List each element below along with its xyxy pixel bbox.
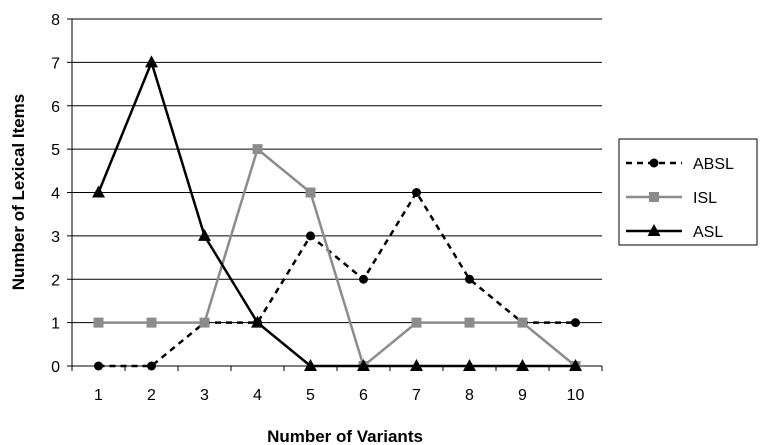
data-point-isl — [252, 144, 263, 155]
data-point-absl — [359, 274, 368, 284]
data-point-isl — [464, 317, 475, 328]
data-point-absl — [147, 361, 156, 371]
data-point-asl — [198, 228, 211, 241]
y-tick-label: 6 — [51, 99, 60, 116]
series-line-asl — [97, 58, 576, 368]
data-point-isl — [411, 317, 422, 328]
y-tick-label: 0 — [51, 359, 60, 376]
x-tick-label: 10 — [567, 387, 585, 404]
x-tick-label: 2 — [147, 387, 156, 404]
x-tick-label: 9 — [518, 387, 527, 404]
data-point-absl — [94, 361, 103, 371]
x-axis-title: Number of Variants — [267, 427, 423, 445]
data-point-absl — [571, 318, 580, 328]
data-point-isl — [93, 317, 104, 328]
data-point-asl — [357, 359, 370, 371]
data-point-asl — [516, 359, 529, 371]
series-group — [92, 55, 582, 371]
data-point-isl — [517, 317, 528, 328]
y-axis-ticks: 0 1 2 3 4 5 6 7 8 — [51, 12, 72, 376]
legend-box — [618, 138, 758, 246]
x-tick-label: 5 — [306, 387, 315, 404]
data-point-asl — [410, 359, 423, 371]
data-point-isl — [146, 317, 157, 328]
y-tick-label: 7 — [51, 55, 60, 72]
data-point-asl — [251, 315, 264, 328]
data-point-absl — [306, 231, 315, 241]
data-point-asl — [145, 55, 158, 68]
y-tick-label: 5 — [51, 142, 60, 159]
data-point-asl — [569, 359, 582, 371]
data-point-asl — [304, 359, 317, 371]
x-tick-label: 4 — [253, 387, 262, 404]
x-axis-ticks: 1 2 3 4 5 6 7 8 9 10 — [71, 366, 603, 404]
data-point-isl — [305, 187, 316, 198]
y-tick-label: 8 — [51, 12, 60, 29]
data-point-isl — [199, 317, 210, 328]
y-axis-title: Number of Lexical Items — [9, 94, 28, 291]
legend-label-absl: ABSL — [693, 156, 734, 173]
x-tick-label: 8 — [465, 387, 474, 404]
x-tick-label: 6 — [359, 387, 368, 404]
y-tick-label: 1 — [51, 316, 60, 333]
data-point-asl — [92, 185, 105, 198]
x-tick-label: 3 — [200, 387, 209, 404]
y-tick-label: 3 — [51, 229, 60, 246]
series-line-isl — [98, 146, 577, 369]
y-tick-label: 4 — [51, 186, 60, 203]
x-tick-label: 1 — [94, 387, 103, 404]
y-tick-label: 2 — [51, 272, 60, 289]
series-line-absl — [98, 190, 576, 368]
gridlines — [72, 18, 602, 324]
data-point-absl — [465, 274, 474, 284]
legend-marker-isl — [649, 192, 659, 202]
data-point-absl — [412, 188, 421, 197]
legend: ABSL ISL ASL — [618, 138, 758, 246]
legend-marker-absl — [649, 158, 659, 168]
x-tick-label: 7 — [412, 387, 421, 404]
series-asl — [92, 55, 582, 371]
legend-label-isl: ISL — [693, 190, 717, 207]
legend-marker-asl — [647, 224, 661, 236]
data-point-asl — [463, 359, 476, 371]
legend-label-asl: ASL — [693, 224, 723, 241]
